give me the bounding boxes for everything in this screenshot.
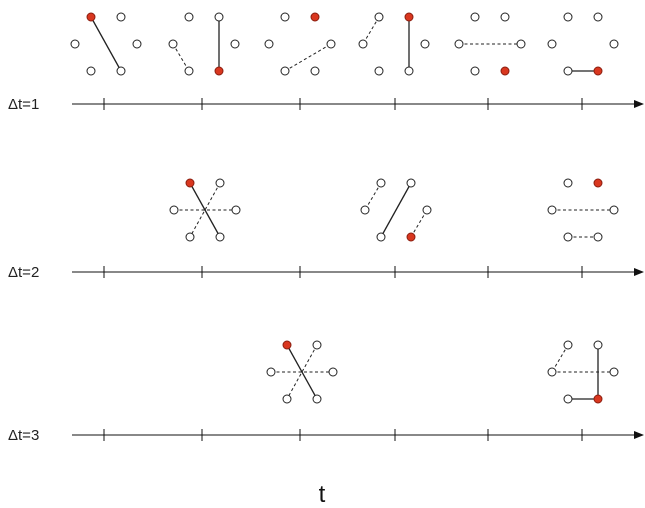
graph-panel [360,178,432,242]
node [280,66,290,76]
node [563,66,573,76]
node [360,205,370,215]
active-node [406,232,416,242]
node [547,367,557,377]
solid-edge [90,16,122,72]
node [328,367,338,377]
node [420,39,430,49]
node [231,205,241,215]
node [358,39,368,49]
node [547,205,557,215]
node [563,12,573,22]
active-node [593,394,603,404]
node [310,66,320,76]
node [116,66,126,76]
time-axis-label: t [319,481,326,508]
node [230,39,240,49]
dashed-edge [189,182,221,238]
active-node [214,66,224,76]
graph-panel [264,12,336,76]
node [169,205,179,215]
graph-panel [266,340,338,404]
solid-edge [380,182,412,238]
node [563,340,573,350]
node [470,66,480,76]
graph-panel [168,12,240,76]
node [70,39,80,49]
dashed-edge [172,43,190,72]
graph-panel [70,12,142,76]
node [609,39,619,49]
node [326,39,336,49]
node [280,12,290,22]
node [470,12,480,22]
dashed-edge [362,16,380,45]
node [86,66,96,76]
node [312,394,322,404]
node [264,39,274,49]
node [184,66,194,76]
active-node [282,340,292,350]
node [593,232,603,242]
node [404,66,414,76]
node [609,367,619,377]
node [563,178,573,188]
node [609,205,619,215]
active-node [593,66,603,76]
row-label: Δt=1 [8,96,39,113]
active-node [593,178,603,188]
node [374,12,384,22]
row-2: Δt=2 [8,264,644,281]
row-label: Δt=3 [8,427,39,444]
dashed-edge [410,209,428,238]
node [500,12,510,22]
active-node [404,12,414,22]
node [132,39,142,49]
node [116,12,126,22]
node [593,12,603,22]
row-1: Δt=1 [8,96,644,113]
node [563,394,573,404]
row-3: Δt=3 [8,427,644,444]
active-node [310,12,320,22]
solid-edge [286,344,318,400]
node [282,394,292,404]
node [593,340,603,350]
node [214,12,224,22]
graph-panel [358,12,430,76]
solid-edge [189,182,221,238]
node [454,39,464,49]
node [374,66,384,76]
dashed-edge [364,182,382,211]
active-node [185,178,195,188]
graph-panel [547,178,619,242]
node [422,205,432,215]
graph-panel [454,12,526,76]
dashed-edge [286,344,318,400]
node [406,178,416,188]
node [312,340,322,350]
active-node [86,12,96,22]
node [563,232,573,242]
node [547,39,557,49]
graph-panel [547,12,619,76]
node [184,12,194,22]
node [266,367,276,377]
dashed-edge [551,344,569,373]
node [185,232,195,242]
node [168,39,178,49]
node [376,178,386,188]
node [376,232,386,242]
node [215,232,225,242]
node [516,39,526,49]
dashed-edge [284,43,332,72]
graph-panel [169,178,241,242]
active-node [500,66,510,76]
row-label: Δt=2 [8,264,39,281]
graph-panel [547,340,619,404]
node [215,178,225,188]
